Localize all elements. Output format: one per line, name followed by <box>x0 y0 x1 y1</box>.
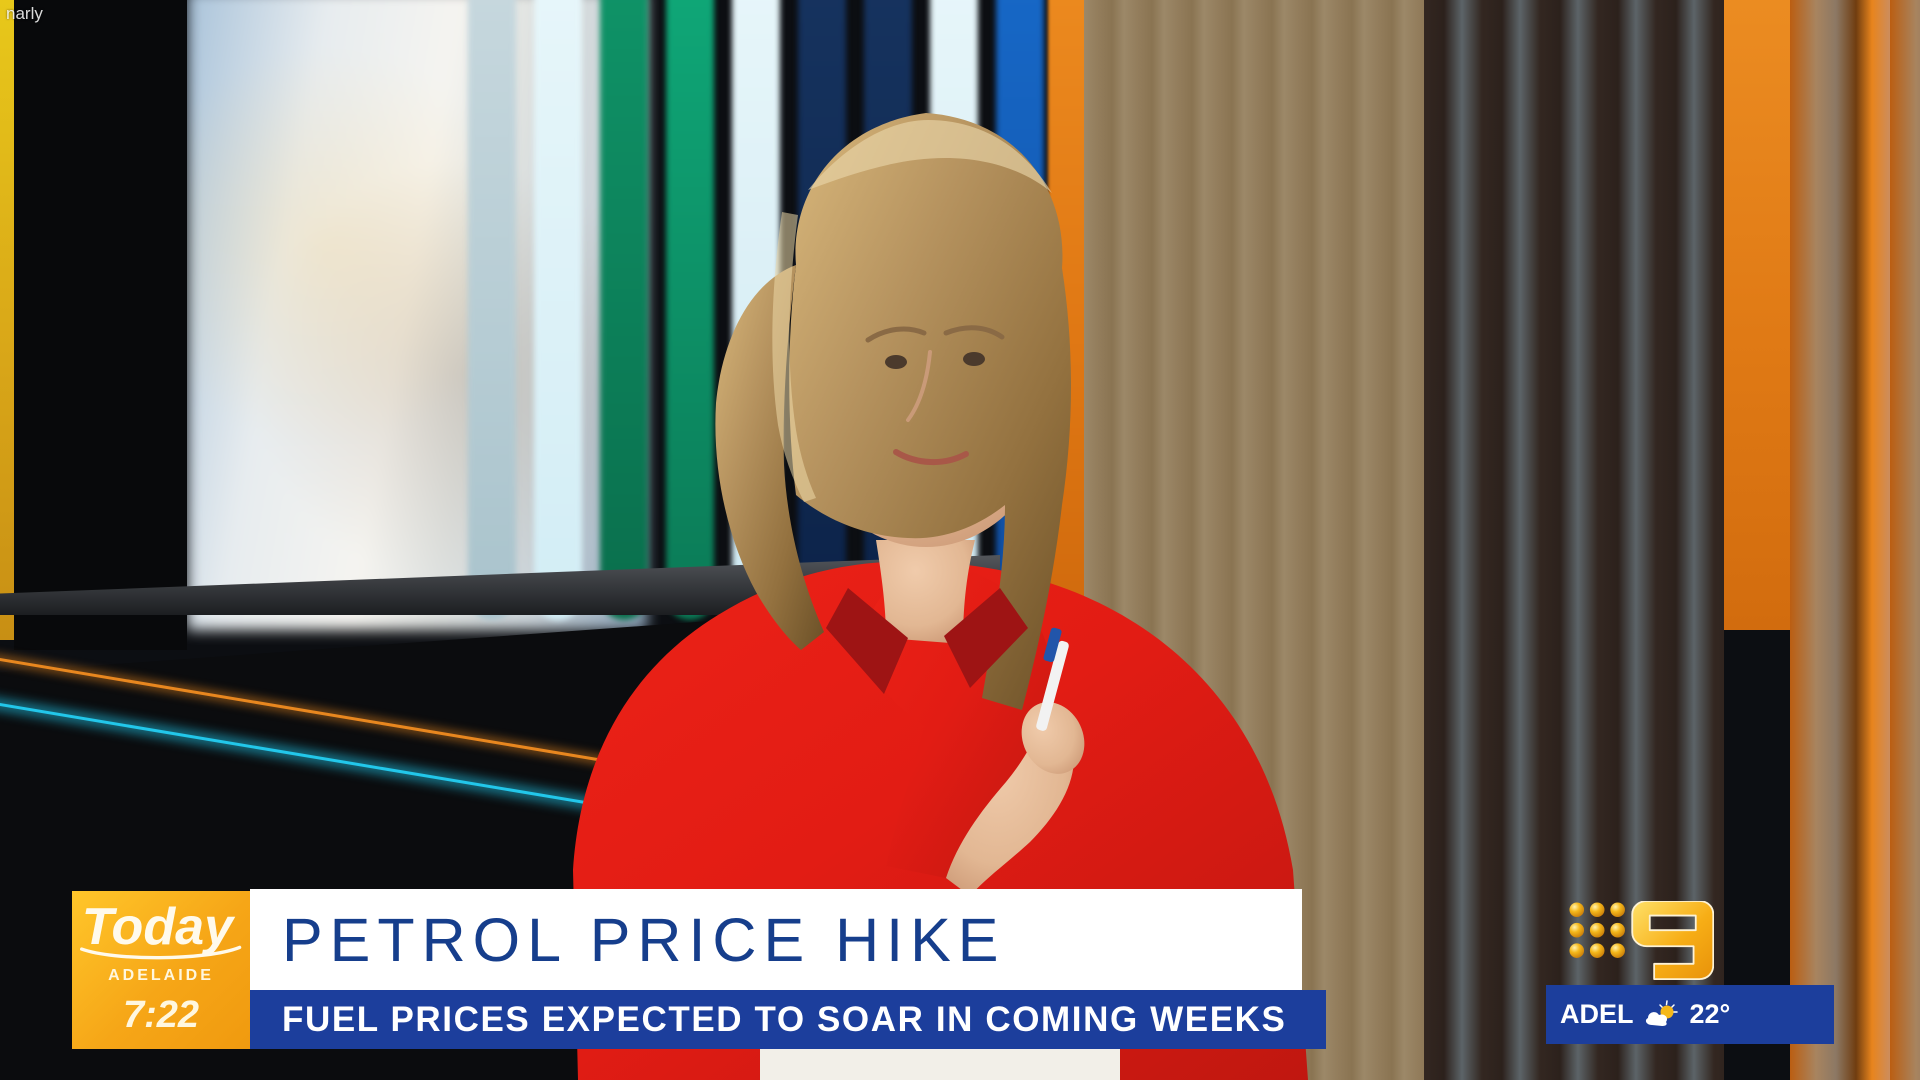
svg-text:Today: Today <box>82 898 236 956</box>
